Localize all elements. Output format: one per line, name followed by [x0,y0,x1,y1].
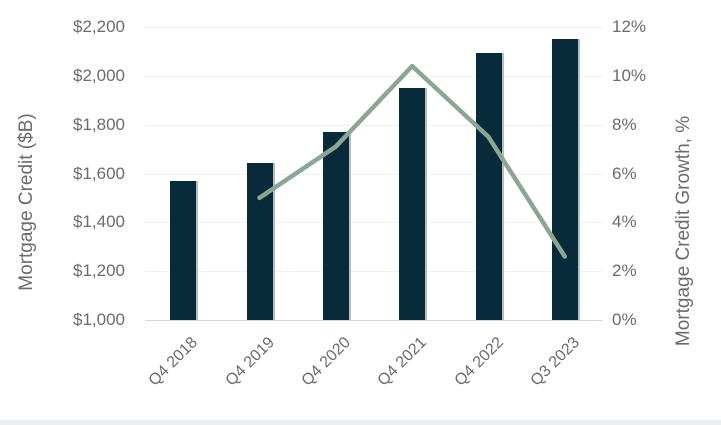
bar-q4-2020 [323,132,349,320]
bar-q4-2022 [476,53,502,320]
left-tick-label: $1,000 [73,310,125,329]
left-tick-label: $2,200 [73,17,125,36]
bar-q4-2019 [247,163,273,320]
left-tick-label: $1,200 [73,261,125,280]
right-tick-label: 4% [612,212,637,231]
right-tick-label: 2% [612,261,637,280]
right-tick-label: 10% [612,66,647,85]
bar-q4-2021 [399,88,425,320]
gridline [145,174,603,175]
bottom-section-edge [0,420,721,425]
right-tick-label: 8% [612,115,637,134]
gridline [145,222,603,223]
gridline [145,125,603,126]
right-tick-label: 12% [612,17,647,36]
left-tick-label: $2,000 [73,66,125,85]
gridline [145,27,603,28]
bar-q3-2023 [552,39,578,320]
left-tick-label: $1,800 [73,115,125,134]
right-tick-label: 0% [612,310,637,329]
gridline [145,271,603,272]
left-axis-title: Mortgage Credit ($B) [16,113,37,291]
right-tick-label: 6% [612,164,637,183]
bar-q4-2018 [170,181,196,320]
gridline [145,76,603,77]
right-axis-title: Mortgage Credit Growth, % [673,115,694,347]
left-tick-label: $1,600 [73,164,125,183]
left-tick-label: $1,400 [73,212,125,231]
x-axis-baseline [145,320,603,321]
